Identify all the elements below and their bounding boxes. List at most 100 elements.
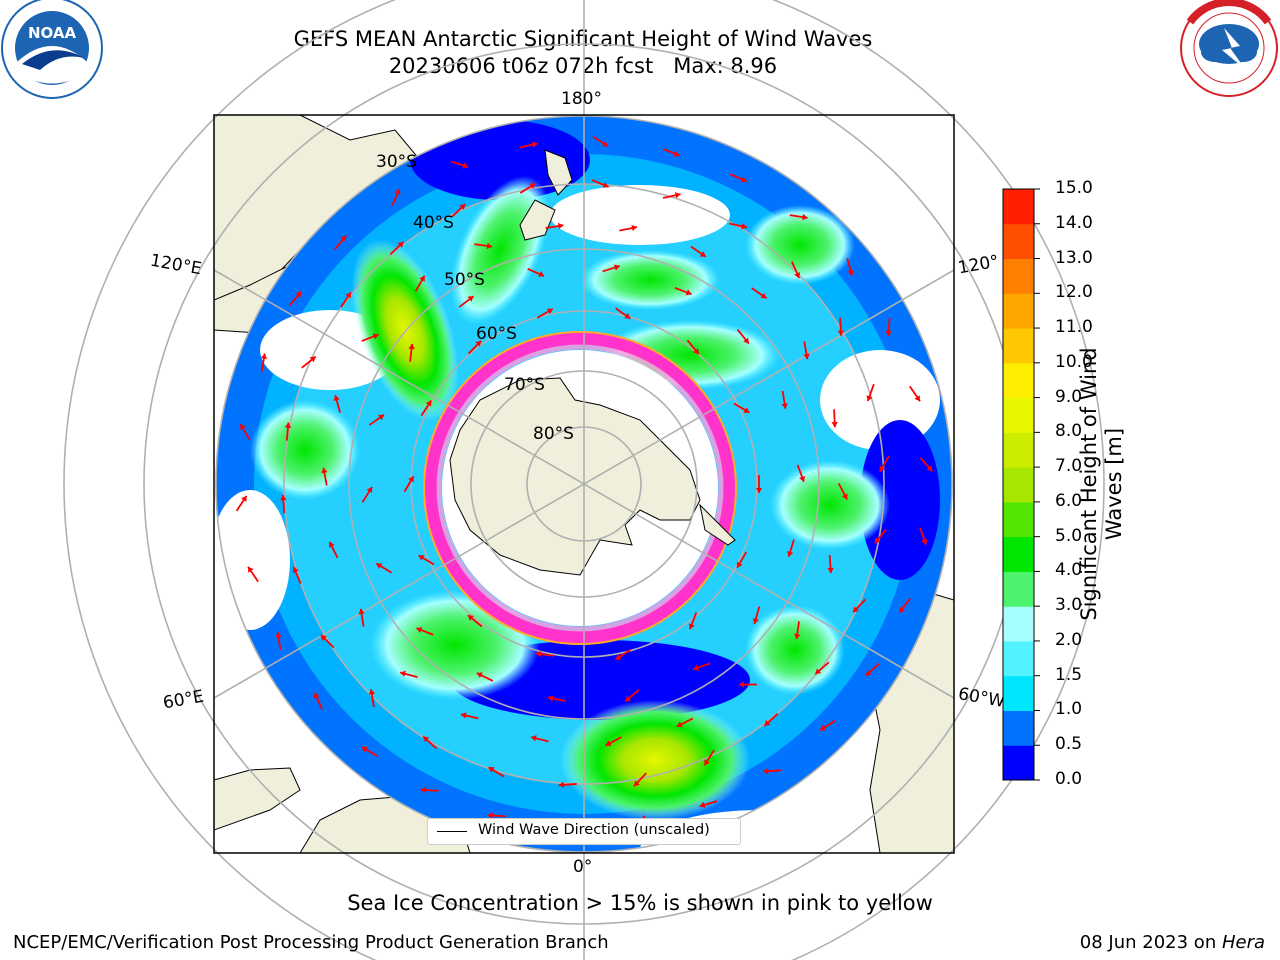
colorbar-tick-label: 14.0 [1055, 212, 1093, 233]
wave-arrow-head [248, 566, 254, 573]
wave-arrow-head [699, 801, 706, 808]
wave-arrow-head [899, 606, 905, 613]
wave-arrow-head [284, 422, 292, 428]
wave-arrow-head [704, 759, 710, 766]
wave-arrow-head [340, 235, 347, 242]
wave-arrow-head [309, 356, 316, 363]
wave-arrow-head [674, 192, 681, 199]
wave-arrow-head [366, 487, 373, 494]
wave-arrow-head [532, 141, 538, 148]
wave-arrow-head [693, 664, 699, 671]
wave-arrow-head [321, 467, 328, 474]
wave-arrow-head [275, 632, 282, 638]
wave-arrow-head [613, 264, 620, 271]
colorbar-tick-label: 0.0 [1055, 769, 1083, 789]
colorbar-block [1003, 432, 1034, 468]
wave-arrow-head [558, 781, 564, 789]
wave-arrow-head [740, 176, 747, 183]
wave-arrow-head [802, 213, 808, 221]
colorbar-title-line2: Waves [m] [1102, 427, 1126, 541]
footer-date: 08 Jun 2023 on Hera [1080, 932, 1265, 953]
wave-arrow-head [418, 555, 425, 561]
wave-arrow-head [368, 689, 376, 695]
wave-arrow-head [885, 330, 892, 336]
footer-credit: NCEP/EMC/Verification Post Processing Pr… [13, 932, 609, 953]
wave-arrow-head [420, 786, 426, 794]
wave-arrow-head [320, 635, 327, 641]
chart-title: GEFS MEAN Antarctic Significant Height o… [293, 27, 873, 51]
wave-arrow-head [693, 348, 699, 355]
wave-arrow-head [602, 181, 609, 188]
wave-arrow-head [926, 465, 933, 472]
lon-label-180: 180° [561, 89, 602, 109]
wave-arrow-head [815, 668, 822, 675]
wave-arrow-head [313, 692, 320, 699]
wave-arrow-head [602, 140, 609, 147]
wave-arrow-head [803, 353, 810, 360]
wave-arrow-head [752, 618, 759, 624]
wave-arrow-head [400, 670, 406, 677]
wave-arrow-head [847, 269, 854, 276]
colorbar-tick-label: 4.0 [1055, 560, 1083, 581]
wave-arrow-head [358, 608, 365, 615]
wave-arrow-head [295, 291, 302, 298]
wave-arrow-head [819, 724, 826, 731]
colorbar-tick-label: 7.0 [1055, 456, 1083, 477]
colorbar-block [1003, 293, 1034, 329]
colorbar-tick-label: 1.5 [1055, 664, 1083, 685]
wave-arrow-head [764, 720, 771, 726]
wave-arrow-head [699, 251, 706, 257]
colorbar-block [1003, 362, 1034, 399]
wave-arrow-head [743, 407, 750, 413]
colorbar-block [1003, 258, 1034, 294]
wave-arrow-head [736, 561, 743, 568]
wave-arrow-head [408, 343, 415, 350]
lat-label-60s: 60°S [476, 324, 517, 344]
new-zealand-south [519, 199, 556, 241]
wave-arrow-head [799, 475, 806, 482]
wave-arrow-head [260, 353, 268, 360]
wave-arrow-head [831, 422, 838, 428]
legend-label: Wind Wave Direction (unscaled) [478, 822, 710, 838]
wave-arrow-head [874, 537, 881, 544]
wave-arrow-head [408, 476, 414, 483]
wave-arrow-head [425, 400, 432, 407]
colorbar-ticks [1034, 188, 1040, 781]
wave-arrow-head [866, 395, 873, 402]
colorbar-tick-label: 9.0 [1055, 386, 1083, 407]
colorbar-frame [1002, 188, 1035, 781]
wave-arrow-head [397, 242, 404, 248]
wave-arrow-head [743, 337, 749, 344]
wave-arrow-head [794, 272, 801, 279]
wave-arrow-head [676, 721, 683, 728]
wave-arrow-head [538, 271, 545, 277]
wave-arrow-head [615, 654, 622, 660]
wave-arrow-head [240, 424, 246, 431]
colorbar-block [1003, 189, 1034, 225]
colorbar-tick-label: 3.0 [1055, 595, 1083, 616]
wave-arrow-head [419, 275, 425, 282]
wave-arrow-head [372, 333, 379, 340]
colorbar-tick-label: 13.0 [1055, 247, 1093, 268]
lat-label-80s: 80°S [533, 424, 574, 444]
colorbar-title: Significant Height of Wind Waves [m] [1077, 334, 1127, 634]
wave-arrow-head [837, 330, 845, 336]
nws-logo [1180, 0, 1278, 97]
colorbar-block [1003, 710, 1034, 746]
wave-arrow-head [394, 188, 401, 195]
legend-line-sample [437, 831, 467, 832]
wave-arrow-head [738, 681, 744, 688]
wave-arrow-head [557, 222, 564, 230]
wave-arrow-head [376, 563, 383, 569]
lon-label-0: 0° [573, 857, 593, 877]
map-frame [213, 114, 955, 854]
colorbar-tick-label: 5.0 [1055, 525, 1083, 546]
wave-arrow-head [292, 567, 299, 573]
wave-arrow-head [787, 550, 794, 557]
sea-ice-note: Sea Ice Concentration > 15% is shown in … [347, 891, 933, 915]
colorbar-block [1003, 467, 1034, 503]
colorbar-block [1003, 606, 1034, 642]
wave-arrow-head [688, 623, 695, 630]
wave-arrow-head [755, 487, 763, 493]
